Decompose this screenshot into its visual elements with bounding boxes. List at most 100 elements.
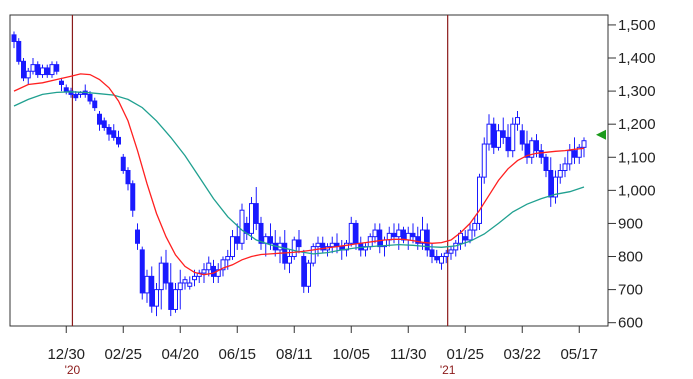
candle-body <box>101 120 107 128</box>
candle <box>11 31 17 49</box>
candle-body <box>515 117 520 125</box>
candle <box>149 266 155 313</box>
candle-body <box>40 67 45 76</box>
y-tick-label: 700 <box>618 282 643 299</box>
y-tick-label: 1,000 <box>618 182 656 199</box>
y-tick-label: 1,200 <box>618 116 656 133</box>
candle <box>396 223 402 250</box>
candle-body <box>73 93 79 99</box>
candle-body <box>144 275 150 294</box>
candle-body <box>401 229 406 241</box>
candle-body <box>420 229 425 244</box>
candle-body <box>258 222 264 244</box>
candle-body <box>63 87 69 92</box>
candle-body <box>396 229 402 238</box>
candle <box>296 230 302 254</box>
candle-body <box>44 67 50 76</box>
candle-body <box>30 64 36 72</box>
candle <box>439 253 444 270</box>
candle <box>524 130 530 164</box>
candle <box>168 263 174 317</box>
candle-body <box>424 229 430 251</box>
x-tick-label: 05/17 <box>560 346 598 363</box>
candle <box>443 249 449 264</box>
y-tick-label: 1,300 <box>618 83 656 100</box>
candle <box>477 173 482 231</box>
candle-body <box>353 222 359 244</box>
candle-body <box>49 64 55 76</box>
candle-body <box>182 279 188 284</box>
x-tick-label: 01/25 <box>446 346 484 363</box>
candle-body <box>139 249 145 294</box>
candle <box>59 77 64 92</box>
candle <box>301 249 307 293</box>
x-tick-label: 08/11 <box>276 346 312 363</box>
candle <box>553 170 558 204</box>
candle-body <box>405 232 411 241</box>
candle-body <box>434 256 440 261</box>
candle-body <box>358 242 364 251</box>
candle-body <box>538 150 544 158</box>
last-price-marker <box>596 129 606 140</box>
candle-body <box>344 242 349 251</box>
candle <box>163 249 169 290</box>
candle <box>572 137 577 164</box>
candle <box>291 236 297 260</box>
x-tick-label: 02/25 <box>104 346 142 363</box>
moving-average-lines <box>13 73 585 276</box>
candle <box>215 263 221 283</box>
candle-body <box>472 222 478 231</box>
y-tick-label: 1,100 <box>618 149 656 166</box>
candle-body <box>87 93 93 102</box>
candle-body <box>158 262 164 291</box>
candle <box>287 249 292 274</box>
candle <box>73 91 79 102</box>
candle-body <box>519 130 525 145</box>
x-axis: 12/30 02/25 04/20 06/15 08/11 10/05 11/30 01/25… <box>47 326 598 377</box>
candle <box>486 114 492 151</box>
candle-body <box>496 130 501 148</box>
candle <box>249 196 254 240</box>
candle-body <box>11 34 17 42</box>
candle <box>54 61 60 75</box>
x-tick-label: 03/22 <box>503 346 541 363</box>
candle-body <box>534 140 539 152</box>
candle-body <box>439 256 444 264</box>
candle <box>496 124 501 151</box>
candle <box>120 153 126 174</box>
candle-body <box>111 130 117 138</box>
candle <box>182 276 188 290</box>
candle <box>63 84 69 95</box>
candle-body <box>291 239 297 258</box>
candle-body <box>391 232 397 238</box>
candle <box>567 144 573 171</box>
candle <box>25 67 31 85</box>
candle-body <box>458 232 463 244</box>
candle-body <box>524 143 530 158</box>
candle <box>139 246 145 300</box>
x-tick-label: 11/30 <box>390 346 426 363</box>
candle-body <box>168 282 174 310</box>
candle <box>581 137 587 158</box>
candle <box>548 157 554 207</box>
y-tick-label: 800 <box>618 249 643 266</box>
candle-body <box>557 170 563 178</box>
candle <box>258 216 264 250</box>
candle-body <box>448 249 454 254</box>
candle <box>173 282 178 313</box>
candle-body <box>192 275 197 281</box>
year-label: '21 <box>440 363 456 377</box>
x-tick-label: 12/30 <box>47 346 85 363</box>
candle <box>16 38 22 65</box>
candle <box>21 58 26 82</box>
candle <box>467 223 473 244</box>
candle-body <box>177 282 183 291</box>
candle <box>377 223 383 254</box>
candle-body <box>21 60 26 79</box>
candle-body <box>54 64 60 72</box>
candle-body <box>500 130 506 138</box>
candle-body <box>215 269 221 277</box>
candle <box>391 223 397 244</box>
y-tick-label: 1,500 <box>618 17 656 34</box>
